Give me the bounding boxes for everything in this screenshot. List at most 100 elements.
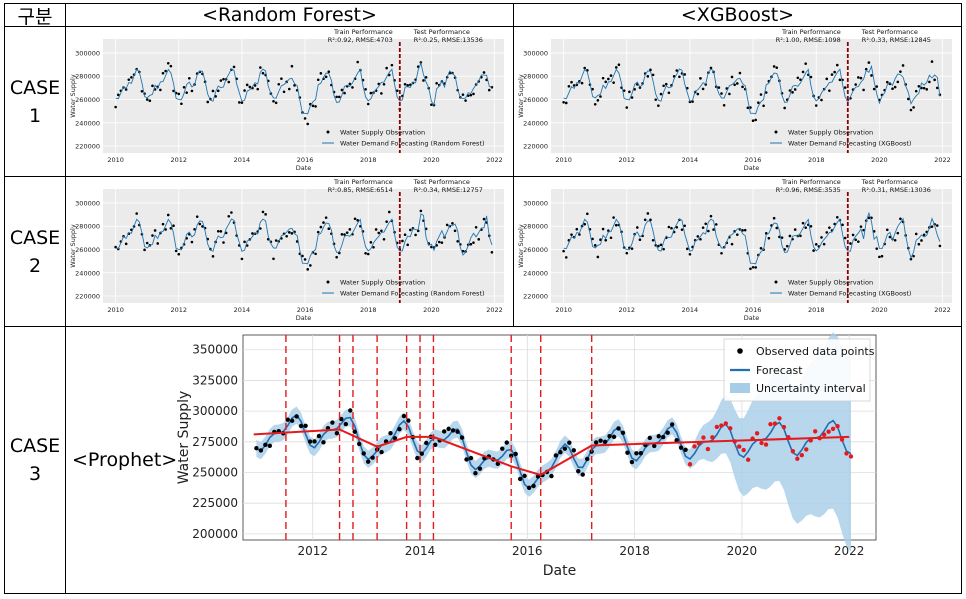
observation-point xyxy=(377,82,381,86)
observation-point xyxy=(801,70,805,74)
observation-point xyxy=(928,80,931,84)
observation-point xyxy=(206,100,210,104)
observed-point xyxy=(334,430,340,436)
observed-point xyxy=(598,438,603,443)
observation-point xyxy=(772,65,776,68)
observation-point xyxy=(190,240,194,244)
observation-point xyxy=(230,211,233,214)
observation-point xyxy=(814,104,818,107)
observation-point xyxy=(885,80,889,84)
observed-point xyxy=(397,426,402,432)
observation-point xyxy=(630,247,634,250)
observation-point xyxy=(343,91,346,95)
observed-point xyxy=(254,446,259,451)
observation-point xyxy=(570,80,573,84)
observation-point xyxy=(599,95,602,98)
observation-point xyxy=(145,241,149,245)
x-tick-label: 2014 xyxy=(234,156,251,164)
observation-point xyxy=(301,254,304,258)
observation-point xyxy=(319,225,323,229)
prophet-y-axis-label: Water Supply xyxy=(176,391,192,485)
observation-point xyxy=(751,119,755,122)
test-performance-metric: R²:0.31, RMSE:13036 xyxy=(862,186,931,194)
observation-point xyxy=(722,103,726,107)
x-tick-label: 2022 xyxy=(934,156,951,164)
observation-point xyxy=(636,226,639,229)
y-tick-label: 240000 xyxy=(523,119,548,127)
test-observed-point xyxy=(741,447,746,453)
observation-point xyxy=(675,226,679,229)
observation-point xyxy=(791,91,794,94)
observation-point xyxy=(830,73,834,76)
observation-point xyxy=(593,244,597,247)
observation-point xyxy=(901,64,905,67)
observation-point xyxy=(854,83,857,86)
observation-point xyxy=(659,92,663,96)
observation-point xyxy=(793,228,797,231)
observation-point xyxy=(699,237,702,241)
observation-point xyxy=(274,101,278,105)
observation-point xyxy=(306,122,310,126)
observed-point xyxy=(504,440,509,445)
cell-rf-case2: 220000 240000 260000 280000 300000 2010 2012 20… xyxy=(65,176,514,327)
observed-point xyxy=(419,451,425,456)
case-3-number: 3 xyxy=(28,463,42,485)
observation-point xyxy=(893,238,897,242)
observation-point xyxy=(135,212,138,215)
observation-point xyxy=(248,85,252,89)
observed-point xyxy=(289,418,295,423)
observation-point xyxy=(912,254,915,258)
observation-point xyxy=(922,233,926,237)
observation-point xyxy=(303,258,307,261)
y-tick-label: 280000 xyxy=(523,73,548,81)
y-axis-label: Water Supply xyxy=(69,74,77,118)
test-observed-point xyxy=(719,423,724,428)
x-tick-label: 2016 xyxy=(297,156,314,164)
observed-point xyxy=(509,453,514,458)
observation-point xyxy=(667,91,671,95)
prophet-x-tick-label: 2016 xyxy=(512,544,543,558)
observation-point xyxy=(646,75,650,78)
observation-point xyxy=(277,82,281,86)
test-observed-point xyxy=(763,442,769,447)
legend-forecast-label: Forecast xyxy=(756,364,803,377)
observation-point xyxy=(785,244,789,248)
observation-point xyxy=(601,227,605,231)
observation-point xyxy=(857,76,860,79)
observed-point xyxy=(321,440,326,445)
observation-point xyxy=(867,216,871,220)
observation-point xyxy=(888,235,892,239)
observation-point xyxy=(917,84,921,88)
observed-point xyxy=(674,438,679,443)
test-observed-point xyxy=(799,452,804,458)
observation-point xyxy=(482,71,486,74)
observation-point xyxy=(657,244,660,248)
forecast-line xyxy=(115,61,493,115)
observation-point xyxy=(180,102,183,106)
case-1-title: CASE xyxy=(9,76,61,99)
observation-point xyxy=(680,228,684,231)
observation-point xyxy=(591,237,594,241)
observation-point xyxy=(735,82,739,85)
observation-point xyxy=(253,84,257,87)
observed-point xyxy=(415,455,420,461)
x-tick-label: 2018 xyxy=(360,306,377,314)
observed-point xyxy=(562,446,568,451)
observation-point xyxy=(472,92,475,96)
observation-point xyxy=(243,89,246,92)
observation-point xyxy=(174,249,178,253)
observation-point xyxy=(151,234,154,237)
observation-point xyxy=(366,102,370,106)
test-observed-point xyxy=(844,451,849,456)
observation-point xyxy=(216,229,220,233)
observation-point xyxy=(843,86,847,89)
observation-point xyxy=(935,224,939,227)
prophet-y-tick-label: 350000 xyxy=(192,343,238,357)
observation-point xyxy=(243,240,246,244)
case-1-label: CASE 1 xyxy=(4,26,66,177)
observation-point xyxy=(591,87,594,91)
observation-point xyxy=(416,229,420,233)
test-observed-point xyxy=(710,435,715,440)
observation-point xyxy=(166,213,170,217)
prophet-x-tick-label: 2014 xyxy=(405,544,436,558)
